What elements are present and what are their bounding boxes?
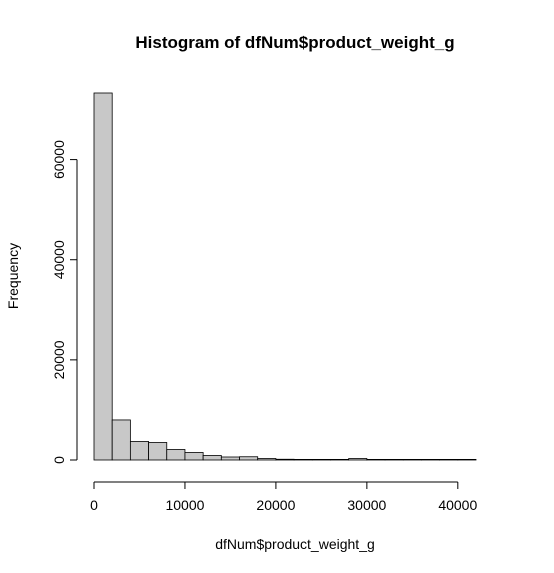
histogram-bar [239,456,259,461]
histogram-bar [275,458,295,461]
y-axis: 0 20000 40000 60000 [51,140,78,464]
histogram-bar [293,458,313,461]
histogram-bar [202,455,222,461]
histogram-bar [93,92,113,461]
x-tick-label: 0 [90,497,98,513]
histogram-bar [457,458,477,461]
x-tick-label: 40000 [438,497,477,513]
y-tick-label: 0 [51,456,67,464]
histogram-bar [129,441,149,461]
histogram-bar [166,449,186,461]
y-tick-label: 40000 [51,240,67,279]
x-tick-label: 30000 [347,497,386,513]
y-tick-label: 20000 [51,340,67,379]
histogram-bars [93,92,477,461]
x-tick-label: 10000 [165,497,204,513]
y-tick-label: 60000 [51,140,67,179]
histogram-bar [111,419,131,461]
histogram-bar [348,458,368,461]
histogram-bar [366,458,386,461]
histogram-bar [384,458,404,461]
histogram-bar [439,458,459,461]
histogram-bar [311,458,331,461]
histogram-bar [421,458,441,461]
chart-title: Histogram of dfNum$product_weight_g [135,33,454,52]
histogram-bar [148,442,168,461]
histogram-bar [257,458,277,461]
histogram-bar [330,458,350,461]
histogram-bar [220,456,240,461]
x-axis: 0 10000 20000 30000 40000 [90,481,477,513]
x-tick-label: 20000 [256,497,295,513]
histogram-bar [402,458,422,461]
x-axis-label: dfNum$product_weight_g [215,536,375,552]
histogram-bar [184,452,204,461]
y-axis-label: Frequency [5,243,21,309]
